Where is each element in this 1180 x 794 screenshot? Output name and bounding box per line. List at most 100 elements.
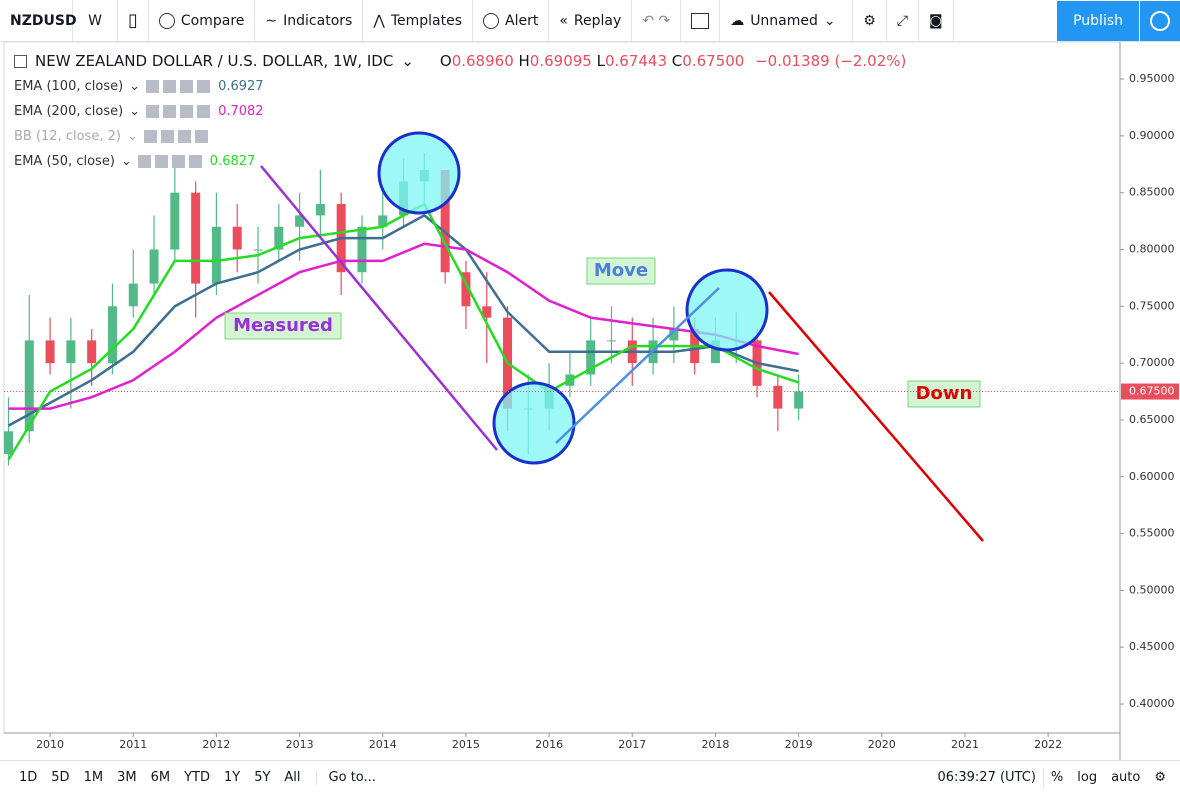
candle-body: [586, 340, 596, 375]
indicator-buttons[interactable]: [146, 80, 213, 93]
indicator-buttons[interactable]: [143, 130, 210, 143]
trend-line[interactable]: [768, 291, 984, 542]
range-button[interactable]: All: [284, 770, 301, 785]
indicator-buttons[interactable]: [146, 105, 213, 118]
range-button[interactable]: 3M: [117, 770, 137, 785]
ohlc-key: C: [671, 52, 683, 70]
last-price-label: 0.67500: [1129, 385, 1175, 398]
candle-body: [315, 204, 325, 216]
indicator-legend: EMA (100, close) ⌄ 0.6927: [14, 79, 264, 94]
candle-body: [357, 226, 367, 273]
snapshot-button[interactable]: ◙: [919, 0, 954, 42]
trend-line[interactable]: [555, 287, 720, 444]
trend-line[interactable]: [260, 165, 498, 451]
layout-name[interactable]: ☁ Unnamed ⌄: [720, 0, 854, 42]
icon: [691, 12, 710, 29]
indicator-name: BB (12, close, 2): [14, 129, 121, 144]
replay-button[interactable]: « Replay: [549, 0, 633, 42]
goto-button[interactable]: Go to...: [315, 770, 383, 785]
annotation-text: Measured: [233, 315, 333, 336]
indicator-legend: EMA (50, close) ⌄ 0.6827: [14, 154, 255, 169]
y-tick-label: 0.95000: [1129, 72, 1175, 85]
range-button[interactable]: 1D: [19, 770, 38, 785]
clock: 06:39:27 (UTC): [937, 770, 1036, 785]
icon: ∼: [265, 12, 278, 29]
range-button[interactable]: 5D: [51, 770, 70, 785]
icon: [1150, 10, 1170, 31]
symbol[interactable]: NZDUSD: [0, 0, 77, 42]
layout-label: Unnamed: [750, 12, 818, 29]
label-box[interactable]: [224, 312, 342, 340]
undo-redo[interactable]: ↶ ↷: [632, 0, 682, 42]
range-button[interactable]: 1M: [83, 770, 104, 785]
indicator-name: EMA (50, close): [14, 154, 115, 169]
candle-body: [482, 306, 492, 318]
settings-button[interactable]: ⚙: [1154, 770, 1166, 785]
circle-drawing[interactable]: [492, 381, 576, 465]
candle-body: [440, 169, 450, 273]
settings-button[interactable]: ⚙: [853, 0, 887, 42]
y-tick-label: 0.80000: [1129, 242, 1175, 255]
x-tick-label: 2021: [951, 738, 979, 751]
scale-option[interactable]: auto: [1111, 770, 1141, 785]
candle-body: [461, 272, 471, 307]
label-box[interactable]: [907, 380, 981, 408]
ohlc-key: O: [439, 52, 452, 70]
indicator-line: [7, 202, 800, 461]
icon: [158, 12, 175, 29]
alert-button[interactable]: Alert: [473, 0, 550, 42]
range-button[interactable]: 5Y: [254, 770, 271, 785]
y-tick-label: 0.85000: [1129, 186, 1175, 199]
range-button[interactable]: YTD: [184, 770, 210, 785]
layout-button[interactable]: [681, 0, 721, 42]
icon: ⌄: [129, 104, 141, 119]
icon: ⌄: [129, 79, 141, 94]
play-button[interactable]: [1139, 0, 1180, 41]
circle-drawing[interactable]: [377, 131, 461, 215]
templates-button[interactable]: ⋀ Templates: [363, 0, 473, 42]
scale-option[interactable]: log: [1077, 770, 1098, 785]
collapse-button[interactable]: [14, 54, 27, 68]
chart-style-button[interactable]: ▯: [118, 0, 149, 42]
interval[interactable]: W: [73, 0, 118, 42]
publish-button[interactable]: Publish: [1057, 0, 1139, 41]
top-toolbar: NZDUSD W ▯ Compare ∼ Indicators ⋀ Template…: [0, 0, 1180, 42]
ohlc: O0.68960 H0.69095 L0.67443 C0.67500 −0.0…: [440, 52, 906, 70]
candle-body: [149, 249, 159, 284]
compare-button[interactable]: Compare: [149, 0, 256, 42]
indicator-buttons[interactable]: [137, 155, 204, 168]
range-button[interactable]: 1Y: [223, 770, 241, 785]
indicator-line: [8, 242, 799, 410]
candle-body: [211, 226, 221, 284]
candle-body: [191, 192, 201, 284]
symbol-legend: NEW ZEALAND DOLLAR / U.S. DOLLAR, 1W, ID…: [14, 52, 906, 70]
indicator-legend: EMA (200, close) ⌄ 0.7082: [14, 104, 264, 119]
scale-option[interactable]: %: [1050, 770, 1064, 785]
x-tick-label: 2015: [452, 738, 480, 751]
x-tick-label: 2010: [36, 738, 64, 751]
label-box[interactable]: [586, 257, 656, 285]
indicator-name: EMA (200, close): [14, 104, 124, 119]
candle-body: [794, 391, 804, 409]
y-tick-label: 0.50000: [1129, 583, 1175, 596]
y-tick-label: 0.90000: [1129, 129, 1175, 142]
range-button[interactable]: 6M: [150, 770, 171, 785]
indicators-button[interactable]: ∼ Indicators: [255, 0, 364, 42]
fullscreen-button[interactable]: ⤢: [887, 0, 919, 42]
candle-body: [253, 249, 263, 251]
annotation-text: Move: [594, 260, 648, 281]
icon: ⌄: [126, 129, 138, 144]
x-tick-label: 2014: [369, 738, 397, 751]
button-label: Indicators: [283, 12, 353, 29]
candle-body: [3, 431, 13, 455]
ohlc-value: 0.69095: [529, 52, 592, 70]
symbol-title: NEW ZEALAND DOLLAR / U.S. DOLLAR, 1W, ID…: [35, 52, 394, 70]
circle-drawing[interactable]: [685, 268, 769, 352]
icon: «: [559, 12, 568, 29]
x-tick-label: 2011: [119, 738, 147, 751]
candle-body: [606, 340, 616, 342]
x-tick-label: 2013: [286, 738, 314, 751]
y-tick-label: 0.75000: [1129, 299, 1175, 312]
candle-body: [66, 340, 76, 364]
